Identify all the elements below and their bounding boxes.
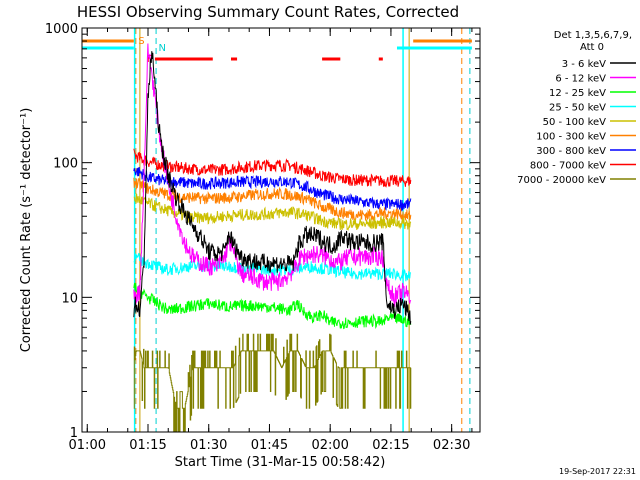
y-tick-label: 100	[53, 157, 78, 172]
series-line	[133, 43, 412, 307]
series-line	[133, 282, 412, 330]
x-tick-label: 02:00	[311, 438, 348, 453]
legend-entry-label: 25 - 50 keV	[549, 103, 606, 114]
series-line	[133, 333, 412, 432]
night-label: N	[159, 43, 166, 54]
x-tick-label: 01:00	[69, 438, 106, 453]
legend-entry-label: 800 - 7000 keV	[530, 161, 606, 172]
series-layer	[133, 43, 412, 432]
legend-entry-label: 12 - 25 keV	[549, 88, 606, 99]
legend-entry-label: 300 - 800 keV	[536, 146, 606, 157]
y-tick-label: 1	[70, 426, 78, 441]
legend-header: Det 1,3,5,6,7,9,	[554, 30, 632, 41]
series-line	[133, 166, 412, 212]
x-tick-label: 01:15	[129, 438, 166, 453]
y-tick-label: 10	[61, 291, 78, 306]
saa-label: S	[138, 36, 144, 47]
footer-date: 19-Sep-2017 22:31	[559, 467, 636, 476]
legend-entry-label: 6 - 12 keV	[555, 74, 606, 85]
x-axis-label: Start Time (31-Mar-15 00:58:42)	[175, 455, 386, 470]
series-line	[133, 51, 412, 325]
x-tick-label: 02:30	[433, 438, 470, 453]
series-line	[133, 177, 412, 223]
marker-layer: SNF	[82, 28, 472, 432]
legend-entry-label: 7000 - 20000 keV	[517, 175, 606, 186]
x-tick-label: 02:15	[372, 438, 409, 453]
series-line	[133, 148, 412, 188]
legend-entry-label: 50 - 100 keV	[543, 117, 607, 128]
chart-title: HESSI Observing Summary Count Rates, Cor…	[77, 3, 459, 21]
x-tick-label: 01:30	[190, 438, 227, 453]
y-axis: 1 10 100 1000	[45, 22, 480, 441]
legend-entry-label: 3 - 6 keV	[562, 59, 606, 70]
legend-entry-label: 100 - 300 keV	[536, 132, 606, 143]
x-tick-label: 01:45	[251, 438, 288, 453]
y-axis-label: Corrected Count Rate (s⁻¹ detector⁻¹)	[19, 108, 34, 353]
legend-header: Att 0	[580, 42, 604, 53]
plot-frame	[81, 27, 481, 433]
y-tick-label: 1000	[45, 22, 78, 37]
legend: Det 1,3,5,6,7,9,Att 0 3 - 6 keV 6 - 12 keV…	[517, 30, 636, 186]
x-axis: 01:00 01:15 01:30 01:45 02:00 02:15 02:30	[69, 28, 473, 453]
